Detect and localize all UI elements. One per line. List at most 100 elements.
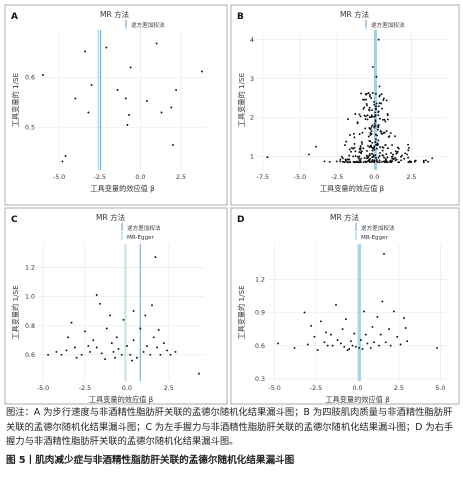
panel-b-point-109 <box>362 98 365 101</box>
panel-b-point-240 <box>365 102 368 105</box>
figure-caption: 图注：A 为步行速度与非酒精性脂肪肝关联的孟德尔随机化结果漏斗图；B 为四肢肌肉… <box>6 407 454 447</box>
panel-c-point-9 <box>83 330 86 333</box>
panel-c-point-48 <box>157 329 160 331</box>
panel-b-point-263 <box>371 160 374 163</box>
panel-a-point-19 <box>201 70 204 73</box>
panel-c-point-17 <box>104 358 107 361</box>
panel-b-point-211 <box>374 114 377 117</box>
panel-b-point-113 <box>358 113 361 116</box>
panel-d-point-12 <box>335 303 337 306</box>
panel-b-point-97 <box>362 161 365 164</box>
panel-b-point-172 <box>360 157 363 160</box>
panel-b-point-188 <box>353 146 356 149</box>
panel-b-point-140 <box>367 135 370 138</box>
panel-c-xtick-0: -5.0 <box>37 385 49 392</box>
panel-d-point-34 <box>379 333 382 336</box>
panel-b-point-261 <box>369 134 372 136</box>
panel-b-point-110 <box>407 143 410 146</box>
panel-b-point-158 <box>341 160 344 163</box>
panel-d-point-39 <box>389 344 392 347</box>
panel-b-point-154 <box>369 93 371 96</box>
panel-b-point-194 <box>370 145 372 148</box>
panel-c-point-28 <box>132 310 135 312</box>
panel-b-point-111 <box>328 160 331 163</box>
panel-c-point-8 <box>80 353 83 356</box>
panel-a-point-17 <box>175 89 178 91</box>
panel-a-plot-area <box>38 30 207 170</box>
panel-c-ytick-0: 0.6 <box>25 352 35 359</box>
panel-b-point-177 <box>407 146 410 149</box>
panel-b-point-28 <box>335 160 338 163</box>
panel-c-point-0 <box>47 353 50 356</box>
panel-b-point-139 <box>381 107 383 110</box>
panel-b-point-161 <box>398 161 401 164</box>
panel-d-point-11 <box>331 344 334 347</box>
panel-a-point-18 <box>171 144 174 146</box>
panel-b-point-73 <box>383 118 386 121</box>
panel-d-point-43 <box>402 317 405 319</box>
panel-b-xtick-3: 0.0 <box>369 174 379 181</box>
panel-d-legend-egger-label: MR-Egger <box>361 235 389 241</box>
panel-b-point-285 <box>376 134 379 137</box>
panel-b-point-225 <box>353 142 356 145</box>
panel-b-point-290 <box>362 107 365 110</box>
panel-b-point-123 <box>369 140 372 143</box>
panel-b-point-231 <box>422 161 425 164</box>
panel-a-ylabel: 工具变量的 1/SE <box>11 72 20 127</box>
panel-b-point-36 <box>404 152 407 155</box>
panel-a-point-12 <box>129 66 132 69</box>
panel-b-point-217 <box>373 145 376 148</box>
panel-d-point-17 <box>344 318 347 321</box>
panel-c-point-26 <box>125 345 128 347</box>
panel-b-point-283 <box>407 156 410 159</box>
panel-b-point-269 <box>366 104 368 107</box>
panel-d-point-10 <box>330 333 332 336</box>
panel-b: BMR 方法逆方差加权法MR-Egger-7.5-5.0-2.50.02.512… <box>230 4 460 206</box>
panel-b-point-137 <box>382 99 385 101</box>
panel-c-point-11 <box>89 350 91 353</box>
panel-b-point-306 <box>378 85 381 88</box>
panel-b-point-226 <box>367 92 370 94</box>
panel-b-point-214 <box>370 130 373 133</box>
panel-b-point-135 <box>375 102 378 105</box>
panel-a-point-4 <box>84 50 87 53</box>
panel-c-point-37 <box>152 336 155 339</box>
panel-b-point-244 <box>375 156 377 159</box>
panel-b-point-186 <box>364 160 367 163</box>
panel-b-point-118 <box>358 155 361 158</box>
panel-a-point-0 <box>41 74 44 76</box>
panel-d-point-45 <box>436 346 439 349</box>
panel-b-point-129 <box>373 103 376 106</box>
panel-c-point-4 <box>67 336 70 339</box>
panel-b-point-251 <box>386 147 389 150</box>
panel-b-point-99 <box>350 150 352 153</box>
panel-b-point-13 <box>392 153 394 156</box>
panel-b-point-104 <box>339 160 342 163</box>
panel-b-point-93 <box>371 149 374 152</box>
panel-b-point-181 <box>363 114 366 117</box>
panel-b-point-63 <box>363 156 366 159</box>
panel-c-point-29 <box>132 339 135 342</box>
panel-b-point-303 <box>377 38 380 41</box>
panel-c-point-5 <box>70 321 73 324</box>
panel-b-point-267 <box>375 143 378 146</box>
panel-d-xtick-4: 5.0 <box>435 385 445 392</box>
panel-b-point-238 <box>384 120 387 123</box>
panel-b-point-183 <box>339 158 342 161</box>
panel-b-point-43 <box>371 152 373 155</box>
panel-d-xtick-2: 0.0 <box>352 385 362 392</box>
panel-d-point-4 <box>310 324 313 327</box>
panel-a-point-16 <box>170 106 173 109</box>
panel-d-point-27 <box>364 333 367 336</box>
panel-d-point-36 <box>383 252 385 255</box>
panel-c-point-6 <box>73 346 76 349</box>
panel-a-legend-title: MR 方法 <box>100 9 130 19</box>
panel-d-point-13 <box>336 339 339 342</box>
panel-b-point-49 <box>364 127 367 130</box>
panel-b-point-76 <box>371 124 374 127</box>
panel-b-point-71 <box>376 142 379 145</box>
panel-b-point-298 <box>364 93 367 96</box>
panel-a-point-14 <box>155 42 158 45</box>
panel-b-point-141 <box>373 161 376 164</box>
panel-b-point-143 <box>371 115 374 118</box>
